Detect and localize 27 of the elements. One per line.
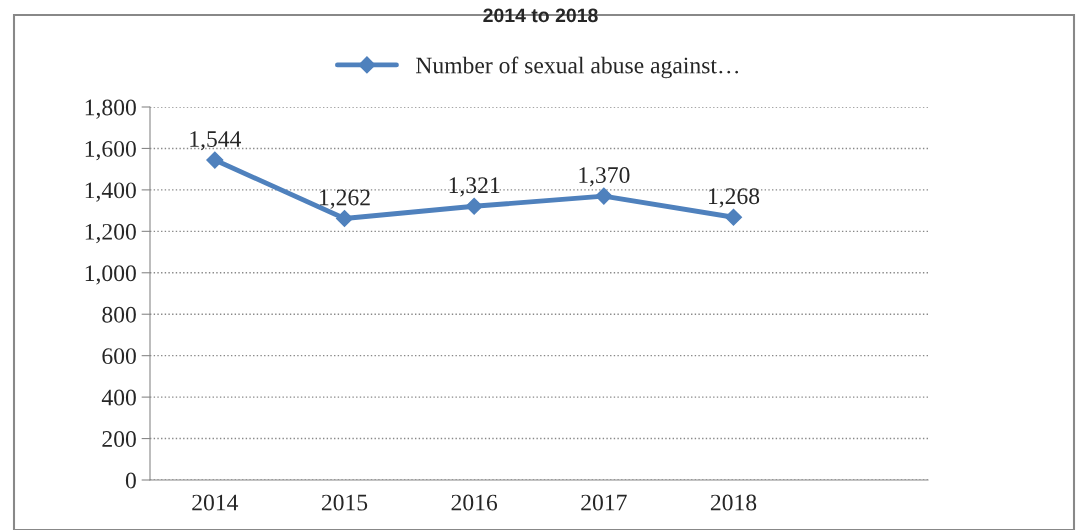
data-label: 1,544: [190, 131, 242, 151]
x-tick-label: 2016: [451, 494, 498, 511]
y-tick-label: 1,200: [85, 223, 136, 244]
data-label: 1,321: [449, 177, 500, 197]
point: [465, 197, 483, 215]
point: [335, 209, 354, 228]
legend-label: Number of sexual abuse against…: [416, 56, 739, 79]
x-tick-label: 2015: [321, 494, 368, 511]
x-tick-label: 2014: [192, 494, 239, 511]
y-tick-label: 600: [102, 348, 136, 365]
point: [206, 151, 224, 169]
y-tick-label: 800: [102, 306, 136, 323]
y-tick-label: 1,600: [85, 140, 136, 161]
x-tick-label: 2018: [710, 494, 757, 511]
y-tick-label: 1,400: [85, 182, 136, 202]
y-tick-label: 200: [102, 431, 136, 447]
data-label: 1,370: [579, 167, 630, 187]
y-tick-label: 1,800: [85, 99, 136, 119]
point: [724, 208, 743, 226]
data-label: 1,262: [320, 189, 370, 209]
data-label: 1,268: [709, 188, 760, 208]
chart-title: 2014 to 2018: [483, 8, 598, 23]
y-tick-label: 400: [101, 389, 136, 406]
point: [595, 187, 613, 205]
y-tick-label: 0: [125, 472, 136, 489]
x-tick-label: 2017: [581, 494, 627, 511]
y-tick-label: 1,000: [85, 265, 136, 285]
